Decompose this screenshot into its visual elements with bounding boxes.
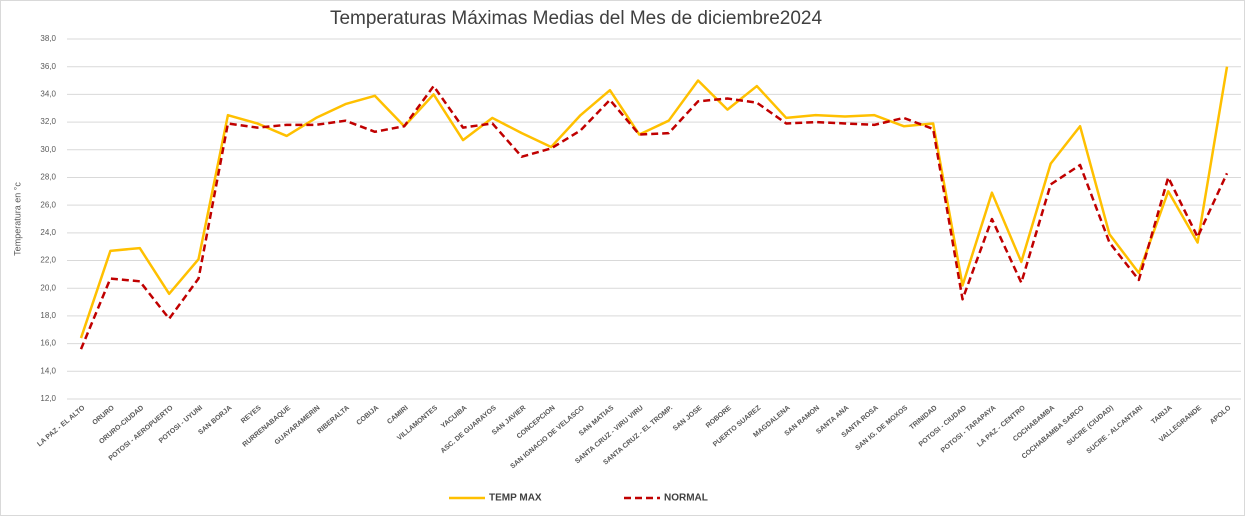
- x-tick-label: SAN JOSE: [672, 404, 704, 432]
- y-tick-label: 38,0: [40, 34, 56, 43]
- legend-label: NORMAL: [664, 493, 708, 504]
- x-tick-label: ORURO: [91, 404, 116, 426]
- x-tick-label: TRINIDAD: [908, 405, 938, 432]
- y-tick-label: 30,0: [40, 145, 56, 154]
- y-tick-label: 22,0: [40, 256, 56, 265]
- y-tick-label: 20,0: [40, 283, 56, 292]
- y-tick-label: 26,0: [40, 200, 56, 209]
- x-tick-label: CAMIRI: [386, 405, 410, 426]
- x-tick-label: REYES: [240, 404, 263, 425]
- series-line: [79, 84, 1229, 350]
- x-tick-label: SAN IG. DE MOXOS: [854, 404, 909, 452]
- y-tick-label: 28,0: [40, 173, 56, 182]
- y-tick-label: 14,0: [40, 366, 56, 375]
- y-tick-label: 16,0: [40, 339, 56, 348]
- y-tick-label: 32,0: [40, 117, 56, 126]
- x-tick-label: YACUIBA: [440, 405, 468, 430]
- y-tick-label: 12,0: [40, 394, 56, 403]
- x-tick-label: LA PAZ - EL ALTO: [36, 404, 87, 448]
- x-tick-label: TARIJA: [1150, 405, 1173, 426]
- x-tick-label: SUCRE - ALCANTARI: [1086, 405, 1145, 456]
- y-axis-label: Temperatura en °c: [12, 182, 22, 256]
- chart-title: Temperaturas Máximas Medias del Mes de d…: [330, 8, 823, 29]
- y-tick-label: 24,0: [40, 228, 56, 237]
- series-line: [79, 66, 1229, 339]
- y-tick-label: 18,0: [40, 311, 56, 320]
- legend-label: TEMP MAX: [489, 493, 542, 504]
- x-tick-label: ROBORE: [705, 404, 733, 429]
- x-tick-label: APOLO: [1209, 404, 1233, 426]
- y-tick-label: 34,0: [40, 89, 56, 98]
- y-tick-label: 36,0: [40, 62, 56, 71]
- x-tick-label: RIBERALTA: [316, 405, 351, 436]
- x-tick-label: COBIJA: [356, 405, 381, 427]
- x-tick-label: POTOSI - TARAPAYA: [940, 405, 997, 455]
- x-tick-label: LA PAZ - CENTRO: [976, 404, 1027, 448]
- x-tick-label: ASC. DE GUARAYOS: [440, 404, 498, 455]
